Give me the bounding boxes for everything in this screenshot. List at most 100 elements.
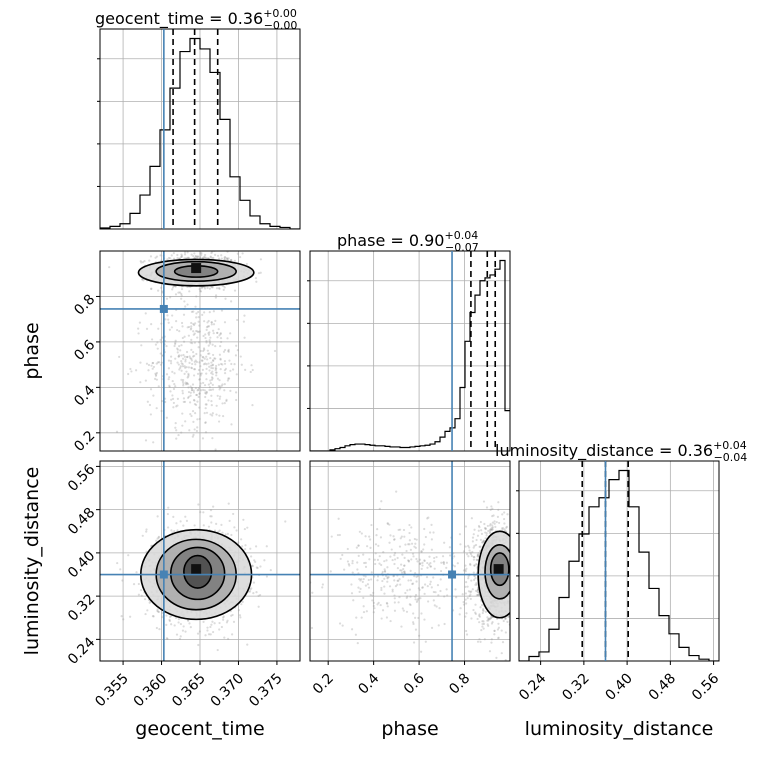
grid-lines	[310, 251, 510, 451]
sample-point	[218, 353, 221, 356]
sample-point	[432, 531, 435, 534]
sample-point	[218, 286, 221, 290]
sample-point	[202, 363, 206, 366]
title-minus: −0.07	[445, 241, 479, 254]
sample-point	[513, 553, 515, 555]
sample-point	[180, 344, 183, 347]
sample-point	[398, 545, 402, 548]
sample-point	[448, 546, 451, 549]
sample-point	[473, 544, 476, 547]
sample-point	[471, 588, 474, 591]
sample-point	[254, 545, 258, 548]
sample-point	[411, 582, 414, 586]
sample-point	[484, 527, 487, 530]
sample-point	[156, 341, 159, 344]
sample-point	[481, 611, 484, 615]
sample-point	[410, 526, 413, 529]
sample-point	[380, 588, 383, 592]
sample-point	[476, 534, 480, 537]
sample-point	[467, 590, 471, 593]
sample-point	[492, 514, 495, 517]
sample-point	[238, 614, 242, 617]
sample-point	[415, 600, 418, 603]
sample-point	[383, 585, 386, 588]
sample-point	[362, 596, 365, 600]
sample-point	[168, 328, 171, 331]
sample-point	[199, 374, 202, 377]
sample-point	[156, 609, 159, 612]
sample-point	[197, 388, 200, 391]
sample-point	[174, 342, 177, 346]
sample-point	[183, 253, 187, 256]
sample-point	[421, 586, 424, 589]
sample-point	[145, 530, 148, 533]
sample-point	[295, 567, 297, 569]
sample-point	[400, 563, 403, 566]
sample-point	[486, 623, 489, 626]
sample-point	[202, 524, 205, 527]
sample-point	[197, 330, 200, 334]
sample-point	[466, 585, 469, 588]
sample-point	[350, 628, 354, 631]
sample-point	[187, 256, 190, 259]
sample-point	[196, 336, 199, 339]
sample-point	[409, 603, 412, 607]
sample-point	[360, 578, 363, 581]
sample-point	[427, 516, 430, 519]
sample-point	[167, 378, 170, 381]
sample-point	[477, 552, 480, 555]
sample-point	[456, 562, 459, 565]
sample-point	[195, 352, 198, 356]
sample-point	[178, 368, 181, 371]
sample-point	[233, 363, 236, 366]
sample-point	[209, 413, 212, 416]
sample-point	[140, 261, 143, 264]
sample-point	[397, 528, 400, 532]
sample-point	[414, 542, 417, 545]
sample-point	[513, 581, 515, 583]
sample-point	[487, 619, 490, 622]
sample-point	[165, 623, 168, 626]
sample-point	[187, 256, 191, 260]
sample-point	[201, 388, 205, 392]
sample-point	[511, 611, 513, 613]
sample-point	[464, 564, 467, 567]
sample-point	[190, 310, 194, 313]
sample-point	[157, 289, 160, 292]
sample-point	[196, 372, 200, 375]
sample-point	[220, 625, 223, 629]
sample-point	[516, 534, 518, 536]
sample-point	[172, 257, 176, 260]
sample-point	[429, 580, 432, 583]
sample-point	[488, 532, 491, 535]
sample-point	[472, 546, 475, 549]
sample-point	[184, 420, 187, 423]
sample-point	[230, 614, 233, 617]
sample-point	[210, 400, 213, 403]
sample-point	[203, 348, 206, 351]
sample-point	[476, 593, 480, 597]
sample-point	[204, 395, 207, 399]
sample-point	[476, 558, 479, 562]
sample-point	[208, 365, 211, 368]
sample-point	[369, 593, 372, 597]
sample-point	[154, 372, 157, 375]
sample-point	[157, 385, 160, 388]
sample-point	[504, 617, 507, 620]
sample-point	[370, 571, 373, 574]
sample-point	[385, 559, 388, 562]
sample-point	[215, 404, 218, 407]
sample-point	[265, 545, 268, 548]
sample-point	[265, 575, 269, 578]
sample-point	[200, 372, 203, 375]
sample-point	[137, 582, 140, 586]
sample-point	[383, 592, 386, 595]
sample-point	[233, 289, 237, 292]
sample-point	[181, 412, 184, 415]
sample-point	[214, 253, 217, 256]
sample-point	[187, 372, 190, 375]
sample-point	[496, 515, 500, 518]
sample-point	[360, 532, 363, 535]
sample-point	[511, 583, 513, 585]
sample-point	[217, 420, 221, 423]
